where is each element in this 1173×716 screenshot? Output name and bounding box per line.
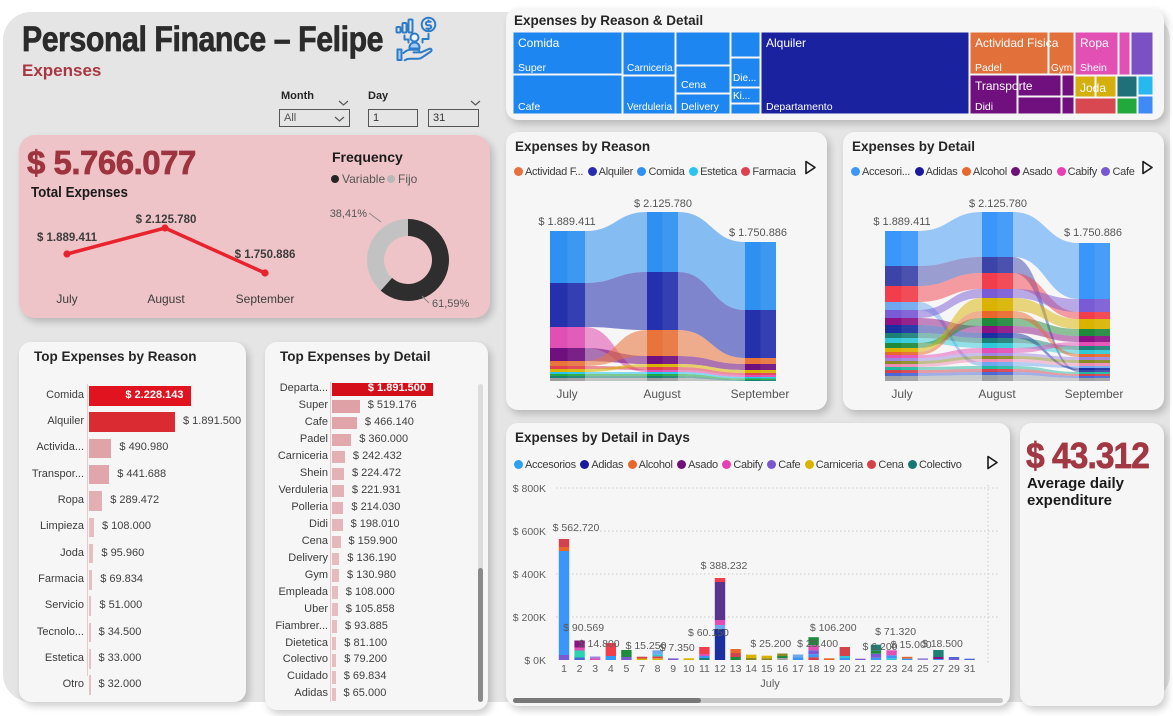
svg-text:24: 24 <box>901 663 913 675</box>
svg-text:8: 8 <box>655 663 661 675</box>
svg-text:23: 23 <box>886 663 898 675</box>
svg-text:14: 14 <box>745 663 757 675</box>
svg-text:18: 18 <box>808 663 820 675</box>
svg-text:Didi: Didi <box>975 101 993 113</box>
svg-text:5: 5 <box>623 663 629 675</box>
svg-text:29: 29 <box>948 663 960 675</box>
svg-text:20: 20 <box>839 663 851 675</box>
svg-text:17: 17 <box>792 663 804 675</box>
svg-text:31: 31 <box>964 663 976 675</box>
svg-text:4: 4 <box>608 663 614 675</box>
svg-text:July: July <box>891 387 912 401</box>
svg-text:Comida: Comida <box>518 36 560 50</box>
svg-text:Ropa: Ropa <box>1080 36 1109 50</box>
svg-text:$ 2.125.780: $ 2.125.780 <box>634 198 692 210</box>
svg-text:1: 1 <box>561 663 567 675</box>
svg-text:August: August <box>978 387 1016 401</box>
svg-text:15: 15 <box>761 663 773 675</box>
svg-text:$ 60.150: $ 60.150 <box>688 627 729 639</box>
svg-text:Gym: Gym <box>1051 63 1072 74</box>
svg-text:2: 2 <box>577 663 583 675</box>
svg-text:$ 14.800: $ 14.800 <box>579 638 620 650</box>
svg-text:12: 12 <box>714 663 726 675</box>
svg-text:$ 1.750.886: $ 1.750.886 <box>235 249 296 261</box>
svg-text:38,41%: 38,41% <box>330 208 368 220</box>
svg-text:19: 19 <box>823 663 835 675</box>
svg-text:22: 22 <box>870 663 882 675</box>
svg-text:61,59%: 61,59% <box>432 298 470 310</box>
svg-text:September: September <box>236 292 295 306</box>
svg-text:$ 2.125.780: $ 2.125.780 <box>136 214 197 226</box>
svg-text:$ 600K: $ 600K <box>513 526 546 538</box>
svg-text:$ 25.400: $ 25.400 <box>797 638 838 650</box>
svg-text:Transporte: Transporte <box>975 79 1033 93</box>
svg-text:August: August <box>643 387 681 401</box>
svg-text:Padel: Padel <box>975 62 1002 74</box>
svg-text:9: 9 <box>670 663 676 675</box>
svg-text:Departamento: Departamento <box>766 101 833 113</box>
svg-text:$ 1.889.411: $ 1.889.411 <box>538 216 595 228</box>
svg-text:$ 2.125.780: $ 2.125.780 <box>969 198 1027 210</box>
svg-text:Cena: Cena <box>681 79 706 91</box>
svg-text:10: 10 <box>683 663 695 675</box>
svg-text:$ 200K: $ 200K <box>513 612 546 624</box>
svg-text:$ 25.200: $ 25.200 <box>750 638 791 650</box>
svg-text:21: 21 <box>855 663 867 675</box>
svg-text:$ 106.200: $ 106.200 <box>810 622 857 634</box>
svg-text:$ 1.889.411: $ 1.889.411 <box>873 216 930 228</box>
svg-text:Actividad Fisica: Actividad Fisica <box>975 36 1059 50</box>
svg-text:$ 1.750.886: $ 1.750.886 <box>729 227 787 239</box>
svg-text:July: July <box>760 678 780 690</box>
svg-text:7: 7 <box>639 663 645 675</box>
svg-text:Verduleria: Verduleria <box>627 102 672 113</box>
svg-text:$ 1.750.886: $ 1.750.886 <box>1064 227 1122 239</box>
svg-text:Cafe: Cafe <box>518 101 540 113</box>
svg-text:Variable: Variable <box>342 172 385 186</box>
svg-text:September: September <box>731 387 790 401</box>
svg-text:$ 15.250: $ 15.250 <box>626 640 667 652</box>
svg-text:$ 388.232: $ 388.232 <box>701 560 748 572</box>
svg-text:$ 6.200: $ 6.200 <box>862 641 897 653</box>
svg-text:Ki...: Ki... <box>733 91 750 102</box>
svg-text:$ 7.350: $ 7.350 <box>660 642 695 654</box>
svg-text:27: 27 <box>933 663 945 675</box>
svg-text:16: 16 <box>777 663 789 675</box>
svg-text:11: 11 <box>699 663 710 675</box>
svg-text:3: 3 <box>592 663 598 675</box>
svg-text:$ 400K: $ 400K <box>513 569 546 581</box>
svg-text:$ 1.889.411: $ 1.889.411 <box>37 232 98 244</box>
svg-text:September: September <box>1065 387 1124 401</box>
svg-text:Die...: Die... <box>733 73 756 84</box>
svg-text:Alquiler: Alquiler <box>766 36 806 50</box>
svg-text:August: August <box>147 292 185 306</box>
svg-text:25: 25 <box>917 663 929 675</box>
svg-text:Shein: Shein <box>1080 62 1107 74</box>
svg-text:Joda: Joda <box>1080 81 1106 95</box>
svg-text:$ 18.500: $ 18.500 <box>922 638 963 650</box>
svg-text:July: July <box>56 292 77 306</box>
svg-text:$ 71.320: $ 71.320 <box>875 626 916 638</box>
svg-text:Carniceria: Carniceria <box>627 63 673 74</box>
svg-text:July: July <box>556 387 577 401</box>
svg-text:$ 15.000: $ 15.000 <box>891 639 932 651</box>
svg-text:$ 562.720: $ 562.720 <box>553 522 600 534</box>
svg-text:13: 13 <box>730 663 742 675</box>
svg-text:$ 0K: $ 0K <box>524 655 546 667</box>
svg-text:Fijo: Fijo <box>398 172 418 186</box>
svg-text:Delivery: Delivery <box>681 101 720 113</box>
svg-text:$ 800K: $ 800K <box>513 483 546 495</box>
svg-text:Super: Super <box>518 62 547 74</box>
svg-text:$ 90.569: $ 90.569 <box>563 622 604 634</box>
